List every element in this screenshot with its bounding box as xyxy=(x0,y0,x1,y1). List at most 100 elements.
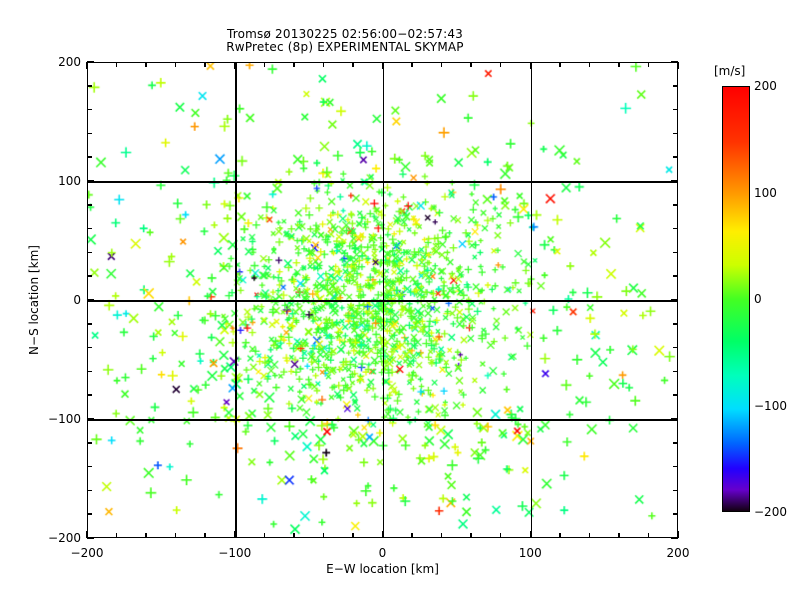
y-tick xyxy=(87,537,94,539)
y-tick xyxy=(87,323,92,325)
y-tick-right xyxy=(673,465,678,468)
y-tick-right xyxy=(673,108,678,111)
y-tick-right xyxy=(671,537,678,539)
x-tick-top xyxy=(145,62,147,67)
x-tick-top xyxy=(234,62,236,69)
colorbar xyxy=(722,86,750,512)
x-tick xyxy=(381,531,384,538)
y-tick-right xyxy=(671,180,678,182)
x-tick xyxy=(174,533,177,538)
y-tick-right xyxy=(673,489,678,492)
colorbar-unit-label: [m/s] xyxy=(714,64,746,78)
x-tick-top xyxy=(174,62,177,67)
y-tick-right xyxy=(673,513,678,515)
y-tick xyxy=(87,61,94,63)
x-tick-top xyxy=(559,62,561,67)
y-tick-right xyxy=(673,275,678,277)
x-tick-top xyxy=(618,62,620,67)
x-tick-top xyxy=(322,62,325,67)
x-tick-top xyxy=(115,62,118,67)
y-tick xyxy=(87,156,92,158)
x-tick-top xyxy=(677,62,679,69)
y-tick xyxy=(87,346,92,349)
x-tick xyxy=(322,533,325,538)
gridline-vertical xyxy=(382,63,385,537)
y-tick-right xyxy=(673,85,678,87)
title-line-2: RwPretec (8p) EXPERIMENTAL SKYMAP xyxy=(226,40,464,54)
x-tick-top xyxy=(588,62,591,67)
y-tick-right xyxy=(673,323,678,325)
colorbar-tick-label: 100 xyxy=(754,185,777,200)
y-tick-right xyxy=(673,132,678,135)
x-tick-top xyxy=(204,62,206,67)
y-tick xyxy=(87,227,92,230)
y-axis-label: N−S location [km] xyxy=(27,245,41,355)
y-tick-label: 200 xyxy=(58,55,81,69)
y-tick xyxy=(87,108,92,111)
y-tick xyxy=(87,442,92,444)
y-tick xyxy=(87,85,92,87)
y-tick-right xyxy=(673,156,678,158)
y-tick-right xyxy=(673,227,678,230)
y-tick xyxy=(87,394,92,396)
x-tick xyxy=(470,533,472,538)
gridline-vertical xyxy=(235,63,237,537)
y-tick xyxy=(87,132,92,135)
figure-title: Tromsø 20130225 02:56:00−02:57:43 RwPret… xyxy=(0,28,690,54)
x-tick xyxy=(263,533,266,538)
y-tick-right xyxy=(673,251,678,254)
x-tick-label: 100 xyxy=(518,546,542,560)
colorbar-tick-label: 200 xyxy=(754,79,777,93)
x-tick xyxy=(588,533,591,538)
plot-area xyxy=(87,62,678,538)
gridline-horizontal xyxy=(88,419,677,421)
y-tick-right xyxy=(673,394,678,396)
x-tick-label: −100 xyxy=(218,546,252,560)
title-line-1: Tromsø 20130225 02:56:00−02:57:43 xyxy=(226,27,463,41)
y-tick xyxy=(87,465,92,468)
x-tick-label: −200 xyxy=(70,546,104,560)
y-tick xyxy=(87,418,94,420)
x-tick-top xyxy=(470,62,472,67)
gridline-vertical xyxy=(530,63,532,537)
y-tick-right xyxy=(673,346,678,349)
x-tick-top xyxy=(440,62,443,67)
y-tick xyxy=(87,370,92,373)
gridline-horizontal xyxy=(88,300,677,302)
x-axis-label: E−W location [km] xyxy=(326,562,439,576)
x-tick-label: 0 xyxy=(378,546,387,560)
gridline-horizontal xyxy=(88,181,677,183)
y-tick xyxy=(87,204,92,206)
x-tick xyxy=(293,533,295,538)
y-tick xyxy=(87,489,92,492)
y-tick xyxy=(87,180,94,182)
y-tick xyxy=(87,513,92,515)
y-tick-right xyxy=(673,370,678,373)
x-tick xyxy=(204,533,206,538)
x-tick xyxy=(234,531,236,538)
x-tick xyxy=(529,531,531,538)
x-tick xyxy=(559,533,561,538)
x-tick-top xyxy=(352,62,354,67)
x-tick-top xyxy=(86,62,88,69)
x-tick xyxy=(677,531,679,538)
x-tick-top xyxy=(293,62,295,67)
y-tick-right xyxy=(671,418,678,420)
colorbar-tick-label: −100 xyxy=(754,398,787,413)
x-tick xyxy=(499,533,502,538)
y-tick xyxy=(87,299,94,301)
y-tick-label: −100 xyxy=(48,412,81,426)
colorbar-tick-label: −200 xyxy=(754,505,787,519)
y-tick-right xyxy=(673,442,678,444)
scatter-plot-canvas xyxy=(88,63,677,537)
colorbar-gradient xyxy=(722,86,750,512)
x-tick-label: 200 xyxy=(666,546,690,560)
y-tick-right xyxy=(671,61,678,63)
x-tick xyxy=(411,533,413,538)
x-tick xyxy=(440,533,443,538)
x-tick xyxy=(145,533,147,538)
x-tick xyxy=(618,533,620,538)
x-tick-top xyxy=(499,62,502,67)
y-tick-right xyxy=(673,204,678,206)
